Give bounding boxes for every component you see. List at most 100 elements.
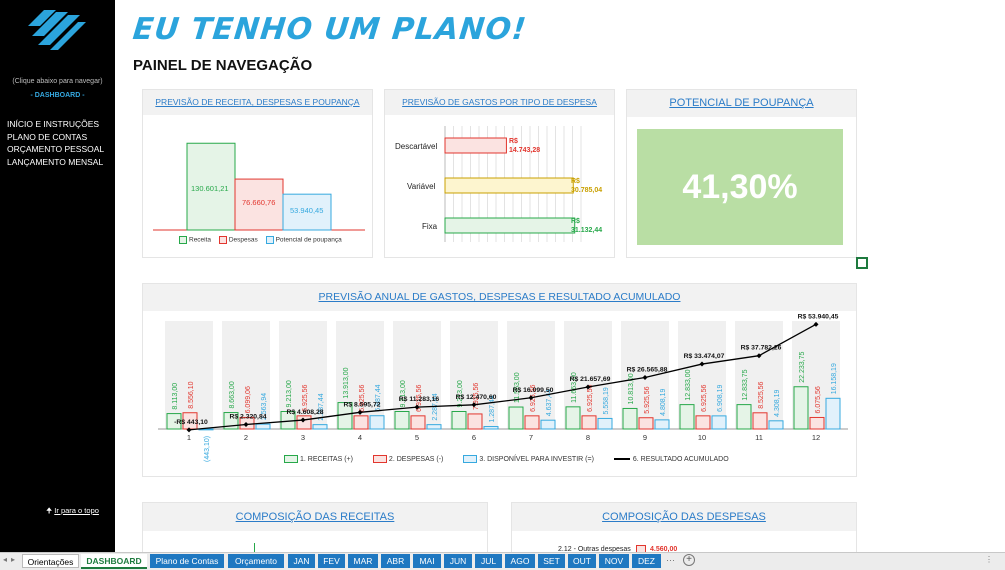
bar-receita-mes [622, 407, 638, 430]
gastos-category-fixa: Fixa [422, 222, 438, 231]
label-disponivel-mes: 4.308,19 [774, 389, 781, 416]
month-column-bg [222, 321, 270, 429]
add-sheet-icon[interactable]: + [683, 554, 695, 566]
sidebar-item-plano-de-contas[interactable]: PLANO DE CONTAS [7, 131, 88, 142]
point-resultado-acumulado [528, 395, 534, 401]
point-resultado-acumulado [585, 384, 591, 390]
bar-receita-mes [508, 406, 524, 430]
tabs-right-arrow-icon[interactable]: ▸ [11, 555, 16, 564]
tab-set[interactable]: SET [538, 554, 565, 568]
legend-despesas: Despesas [228, 236, 258, 244]
bar-disponivel-mes [312, 424, 328, 430]
tab-jul[interactable]: JUL [475, 554, 502, 568]
panel-poupanca-title[interactable]: POTENCIAL DE POUPANÇA [627, 90, 856, 117]
tab-out[interactable]: OUT [568, 554, 596, 568]
label-disponivel-mes: 4.808,19 [660, 389, 667, 416]
tab-dashboard[interactable]: DASHBOARD [81, 554, 147, 569]
x-tick-label: 9 [643, 433, 647, 442]
receita-legend: Receita Despesas Potencial de poupança [173, 236, 342, 244]
bar-receita [186, 142, 236, 231]
bar-disponivel-mes [255, 423, 271, 430]
gastos-category-descartavel: Descartável [395, 142, 438, 151]
gastos-value-fixa: R$ 31.132,44 [571, 218, 603, 234]
label-disponivel-mes: 6.908,19 [717, 385, 724, 412]
label-receita-mes: 9.213,00 [286, 380, 293, 407]
scroll-options-icon[interactable]: ⋮ [985, 555, 993, 564]
bar-receita-mes [166, 413, 182, 430]
x-tick-label: 3 [301, 433, 305, 442]
bar-receita-mes [565, 406, 581, 430]
label-receita-mes: 12.833,75 [742, 369, 749, 400]
panel-gastos-title[interactable]: PREVISÃO DE GASTOS POR TIPO DE DESPESA [385, 90, 614, 115]
bar-receita-mes [394, 410, 410, 430]
tab-plano-de-contas[interactable]: Plano de Contas [150, 554, 224, 568]
bar-despesa-mes [296, 415, 312, 430]
x-tick-label: 12 [812, 433, 820, 442]
receita-value-label: 130.601,21 [191, 184, 229, 193]
label-disponivel-mes: 16.158,19 [831, 363, 838, 394]
label-receita-mes: 9.213,00 [400, 380, 407, 407]
page-title: PAINEL DE NAVEGAÇÃO [133, 57, 313, 74]
tab-nov[interactable]: NOV [599, 554, 629, 568]
sidebar-active-item[interactable]: - DASHBOARD - [30, 92, 85, 99]
selected-cell[interactable] [856, 257, 868, 269]
tab-dez[interactable]: DEZ [632, 554, 661, 568]
bar-despesa-mes [752, 412, 768, 430]
tab-jun[interactable]: JUN [444, 554, 472, 568]
logo-icon [28, 10, 86, 50]
point-resultado-acumulado [471, 402, 477, 408]
receita-chart [153, 142, 365, 231]
label-disponivel-mes: 6.987,44 [375, 384, 382, 411]
bar-receita-mes [223, 412, 239, 430]
poupanca-value-label: 53.940,45 [290, 206, 324, 215]
sidebar-item-orcamento[interactable]: ORÇAMENTO PESSOAL [7, 144, 105, 154]
label-despesa-mes: 6.099,06 [245, 386, 252, 413]
label-resultado-acumulado: R$ 2.320,84 [229, 413, 266, 420]
bar-disponivel-mes [825, 397, 841, 430]
tab-orcamento[interactable]: Orçamento [228, 554, 284, 568]
comp-despesas-row-value: 4.560,00 [650, 546, 678, 553]
tab-jan[interactable]: JAN [288, 554, 315, 568]
point-resultado-acumulado [642, 374, 648, 380]
month-column-bg [165, 321, 213, 429]
panel-anual-title[interactable]: PREVISÃO ANUAL DE GASTOS, DESPESAS E RES… [143, 284, 856, 311]
tab-fev[interactable]: FEV [318, 554, 345, 568]
label-resultado-acumulado: -R$ 443,10 [174, 419, 208, 426]
label-despesa-mes: 6.925,56 [530, 384, 537, 411]
label-despesa-mes: 5.925,56 [644, 386, 651, 413]
label-receita-mes: 8.663,00 [229, 381, 236, 408]
sidebar-item-inicio[interactable]: INÍCIO E INSTRUÇÕES [7, 119, 100, 129]
label-despesa-mes: 8.525,56 [758, 381, 765, 408]
label-despesa-mes: 6.925,56 [587, 384, 594, 411]
comp-receitas-tick [254, 543, 255, 555]
panel-receita-title[interactable]: PREVISÃO DE RECEITA, DESPESAS E POUPANÇA [143, 90, 372, 115]
legend-receita: Receita [189, 236, 212, 244]
bar-poupanca [282, 193, 332, 231]
bar-disponivel-mes [483, 426, 499, 430]
arrow-up-icon: 🠉 [46, 506, 55, 515]
point-resultado-acumulado [699, 361, 705, 367]
bar-disponivel-mes [369, 415, 385, 430]
label-resultado-acumulado: R$ 53.940,45 [798, 313, 839, 320]
sheet-tabs-bar: ◂ ▸ Orientações DASHBOARD Plano de Conta… [0, 552, 1005, 570]
bar-variavel [444, 177, 574, 194]
tab-mai[interactable]: MAI [413, 554, 441, 568]
tab-mar[interactable]: MAR [348, 554, 378, 568]
tab-abr[interactable]: ABR [381, 554, 410, 568]
panel-comp-despesas-title[interactable]: COMPOSIÇÃO DAS DESPESAS [512, 503, 856, 531]
back-to-top-link[interactable]: 🠉 Ir para o topo [46, 505, 99, 518]
panel-comp-receitas-title[interactable]: COMPOSIÇÃO DAS RECEITAS [143, 503, 487, 531]
sidebar-item-lancamento[interactable]: LANÇAMENTO MENSAL [7, 156, 104, 167]
x-tick-label: 1 [187, 433, 191, 442]
label-disponivel-mes: (443,10) [204, 436, 211, 462]
legend-poupanca: Potencial de poupança [275, 236, 342, 244]
panel-gastos-tipo: PREVISÃO DE GASTOS POR TIPO DE DESPESA D… [384, 89, 615, 258]
panel-previsao-anual: PREVISÃO ANUAL DE GASTOS, DESPESAS E RES… [142, 283, 857, 477]
label-despesa-mes: 6.075,56 [815, 386, 822, 413]
point-resultado-acumulado [243, 421, 249, 427]
tab-ago[interactable]: AGO [505, 554, 535, 568]
tab-orientacoes[interactable]: Orientações [22, 554, 79, 568]
tabs-left-arrow-icon[interactable]: ◂ [3, 555, 8, 564]
gastos-category-variavel: Variável [407, 182, 436, 191]
tabs-more-icon[interactable]: ⋯ [666, 555, 675, 565]
